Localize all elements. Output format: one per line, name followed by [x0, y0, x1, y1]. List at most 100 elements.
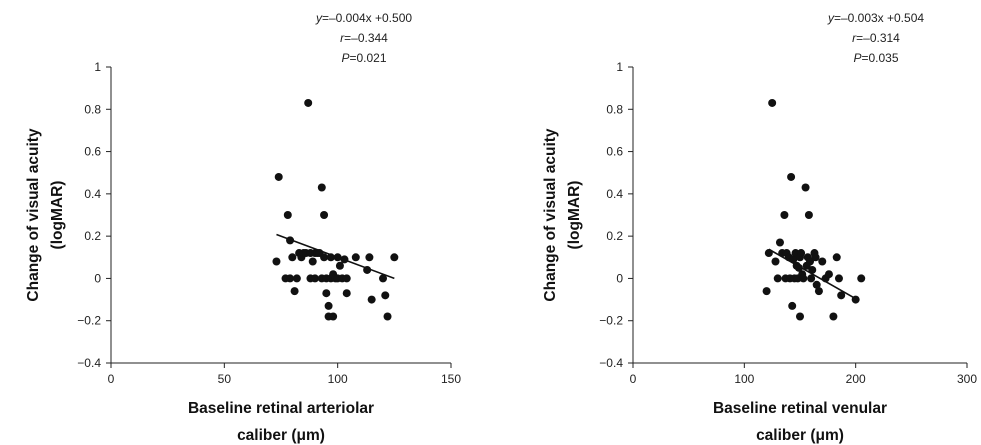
x-tick-label: 0: [630, 372, 637, 386]
data-point: [317, 183, 326, 192]
data-point: [320, 253, 329, 262]
data-point: [762, 287, 771, 296]
data-point: [322, 289, 331, 298]
data-point: [286, 274, 295, 283]
data-point: [851, 295, 860, 304]
y-axis-title: Change of visual acuity: [25, 128, 42, 302]
data-point: [788, 301, 797, 310]
data-point: [351, 253, 360, 262]
data-point: [304, 98, 313, 107]
data-point: [326, 253, 335, 262]
data-point: [342, 274, 351, 283]
stat-variable: P: [853, 51, 861, 65]
stat-variable: r: [340, 31, 345, 45]
stats-annotation: y=–0.004x +0.500: [315, 11, 412, 25]
x-axis-title: caliber (μm): [237, 427, 325, 444]
regression-line: [768, 248, 857, 300]
stat-value: =–0.314: [856, 31, 900, 45]
y-tick-label: 0.2: [84, 229, 101, 243]
data-point: [329, 312, 338, 321]
y-tick-label: 0.2: [606, 229, 623, 243]
x-axis-title: Baseline retinal arteriolar: [188, 400, 374, 417]
x-axis-title: Baseline retinal venular: [713, 400, 887, 417]
stat-variable: y: [827, 11, 835, 25]
stat-variable: P: [341, 51, 349, 65]
data-point: [799, 274, 808, 283]
data-point: [390, 253, 399, 262]
stat-value: =–0.004x +0.500: [322, 11, 412, 25]
data-point: [342, 289, 351, 298]
stat-value: =–0.003x +0.504: [834, 11, 924, 25]
data-point: [837, 291, 846, 300]
y-tick-label: −0.4: [77, 356, 101, 370]
y-tick-label: 0: [94, 271, 101, 285]
stat-value: =0.035: [861, 51, 898, 65]
data-point: [365, 253, 374, 262]
data-point: [286, 236, 295, 245]
data-point: [814, 287, 823, 296]
data-point: [771, 257, 780, 266]
data-point: [807, 274, 816, 283]
data-point: [808, 265, 817, 274]
y-tick-label: 1: [616, 60, 623, 74]
data-point: [335, 261, 344, 270]
data-point: [834, 274, 843, 283]
data-point: [794, 263, 803, 272]
y-tick-label: 0.4: [84, 187, 101, 201]
data-point: [812, 280, 821, 289]
data-point: [340, 255, 349, 264]
data-point: [811, 253, 820, 262]
x-axis-title: caliber (μm): [756, 427, 844, 444]
data-point: [857, 274, 866, 283]
y-tick-label: 0.4: [606, 187, 623, 201]
y-tick-label: −0.4: [599, 356, 623, 370]
data-point: [780, 211, 789, 219]
stats-annotation: y=–0.003x +0.504: [827, 11, 924, 25]
data-point: [789, 255, 798, 264]
data-point: [806, 257, 815, 266]
x-tick-label: 150: [441, 372, 461, 386]
x-tick-label: 200: [846, 372, 866, 386]
data-point: [363, 265, 372, 274]
x-tick-label: 50: [218, 372, 232, 386]
y-tick-label: −0.2: [599, 314, 623, 328]
data-point: [311, 274, 319, 283]
data-point: [320, 211, 329, 219]
data-point: [367, 295, 376, 304]
data-point: [290, 287, 299, 296]
data-point: [324, 301, 333, 310]
y-tick-label: 0.8: [606, 102, 623, 116]
data-point: [796, 312, 804, 321]
y-tick-label: 0: [616, 271, 623, 285]
stat-value: =0.021: [349, 51, 386, 65]
data-point: [308, 257, 317, 266]
y-tick-label: 0.6: [84, 145, 101, 159]
data-point: [804, 211, 813, 219]
chart-1: −0.4 −0.2 0 0.2 0.4 0.6 0.8 1 0 50 100 150 Change of…: [25, 11, 461, 444]
data-point: [818, 257, 827, 266]
x-tick-label: 100: [734, 372, 754, 386]
data-point: [283, 211, 292, 219]
data-point: [801, 183, 810, 192]
y-tick-label: 1: [94, 60, 101, 74]
data-point: [333, 253, 342, 262]
chart-2: −0.4 −0.2 0 0.2 0.4 0.6 0.8 1 0 100 200 300 Change o…: [542, 11, 977, 444]
stats-annotation: r=–0.344: [340, 31, 388, 45]
stat-variable: r: [852, 31, 857, 45]
data-point: [775, 238, 784, 247]
data-point: [768, 98, 777, 107]
x-tick-label: 300: [957, 372, 977, 386]
data-point: [832, 253, 841, 262]
stats-annotation: P=0.035: [853, 51, 898, 65]
data-point: [274, 172, 283, 181]
x-tick-label: 0: [108, 372, 115, 386]
data-point: [829, 312, 838, 321]
data-point: [797, 249, 806, 258]
data-point: [381, 291, 390, 300]
data-point: [383, 312, 392, 321]
y-tick-label: 0.6: [606, 145, 623, 159]
y-axis-title: (logMAR): [49, 181, 66, 250]
x-tick-label: 100: [328, 372, 348, 386]
stat-value: =–0.344: [344, 31, 388, 45]
